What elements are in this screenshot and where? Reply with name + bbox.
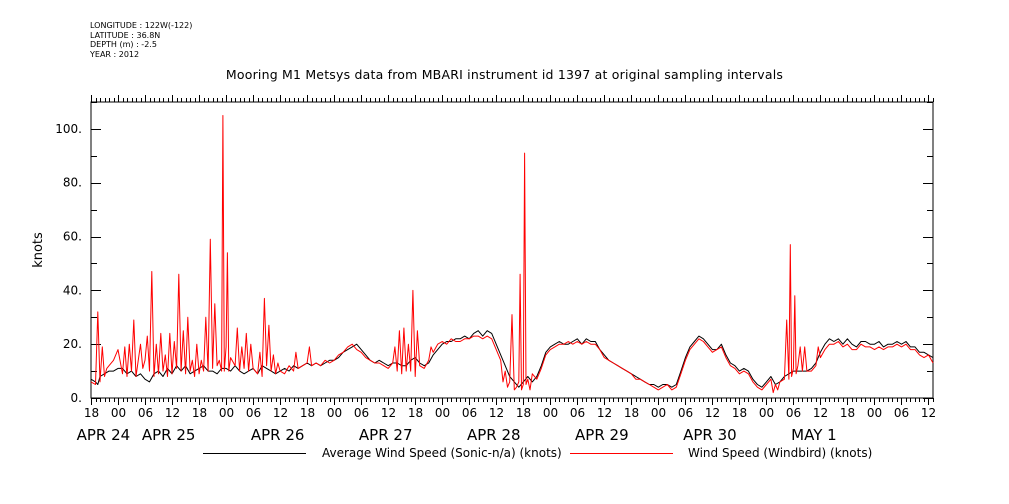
x-hour-tick-label: 00: [435, 406, 450, 420]
x-date-label: MAY 1: [791, 426, 837, 444]
x-date-label: APR 28: [467, 426, 521, 444]
metadata-block: LONGITUDE : 122W(-122) LATITUDE : 36.8N …: [90, 21, 192, 59]
y-tick-label: 0.: [71, 391, 82, 405]
legend-windbird-swatch: [570, 453, 673, 454]
y-tick-label: 60.: [63, 230, 82, 244]
x-hour-tick-label: 00: [327, 406, 342, 420]
x-hour-tick-label: 00: [543, 406, 558, 420]
x-date-label: APR 24: [77, 426, 131, 444]
x-hour-tick-label: 18: [624, 406, 639, 420]
x-date-label: APR 30: [683, 426, 737, 444]
x-hour-tick-label: 18: [192, 406, 207, 420]
x-hour-tick-label: 06: [786, 406, 801, 420]
x-hour-tick-label: 06: [678, 406, 693, 420]
x-hour-tick-label: 06: [570, 406, 585, 420]
x-date-label: APR 26: [251, 426, 305, 444]
x-hour-tick-label: 00: [867, 406, 882, 420]
longitude-text: LONGITUDE : 122W(-122): [90, 21, 193, 30]
x-hour-tick-label: 06: [138, 406, 153, 420]
x-hour-tick-label: 06: [894, 406, 909, 420]
y-tick-label: 80.: [63, 176, 82, 190]
x-date-label: APR 27: [359, 426, 413, 444]
y-axis-label: knots: [31, 232, 46, 268]
depth-text: DEPTH (m) : -2.5: [90, 40, 157, 49]
y-tick-label: 40.: [63, 283, 82, 297]
x-hour-tick-label: 18: [732, 406, 747, 420]
x-date-label: APR 29: [575, 426, 629, 444]
x-date-label: APR 25: [142, 426, 196, 444]
x-hour-tick-label: 18: [516, 406, 531, 420]
x-hour-tick-label: 18: [840, 406, 855, 420]
x-hour-tick-label: 18: [300, 406, 315, 420]
x-hour-tick-label: 06: [354, 406, 369, 420]
chart-title: Mooring M1 Metsys data from MBARI instru…: [225, 67, 784, 82]
plot-frame: [90, 101, 934, 399]
x-hour-tick-label: 06: [462, 406, 477, 420]
x-hour-tick-label: 12: [921, 406, 936, 420]
x-hour-tick-label: 12: [597, 406, 612, 420]
y-tick-label: 20.: [63, 337, 82, 351]
legend: Average Wind Speed (Sonic-n/a) (knots) W…: [0, 446, 1009, 462]
x-hour-tick-label: 12: [273, 406, 288, 420]
x-hour-tick-label: 06: [246, 406, 261, 420]
x-minor-ticks: [91, 98, 934, 402]
x-hour-tick-label: 12: [705, 406, 720, 420]
x-hour-tick-label: 12: [165, 406, 180, 420]
legend-average-swatch: [203, 453, 306, 454]
series-windbird-wind-speed-line: [90, 115, 934, 394]
x-hour-tick-label: 12: [489, 406, 504, 420]
x-hour-tick-label: 00: [759, 406, 774, 420]
x-hour-tick-label: 18: [84, 406, 99, 420]
x-hour-tick-label: 18: [408, 406, 423, 420]
x-hour-tick-label: 00: [651, 406, 666, 420]
year-text: YEAR : 2012: [90, 49, 140, 59]
x-hour-tick-label: 12: [813, 406, 828, 420]
y-tick-label: 100.: [55, 122, 82, 136]
legend-average-label: Average Wind Speed (Sonic-n/a) (knots): [322, 446, 562, 460]
x-hour-tick-label: 00: [219, 406, 234, 420]
x-hour-tick-label: 00: [111, 406, 126, 420]
x-hour-tick-label: 12: [381, 406, 396, 420]
legend-windbird-label: Wind Speed (Windbird) (knots): [688, 446, 873, 460]
latitude-text: LATITUDE : 36.8N: [90, 30, 161, 40]
